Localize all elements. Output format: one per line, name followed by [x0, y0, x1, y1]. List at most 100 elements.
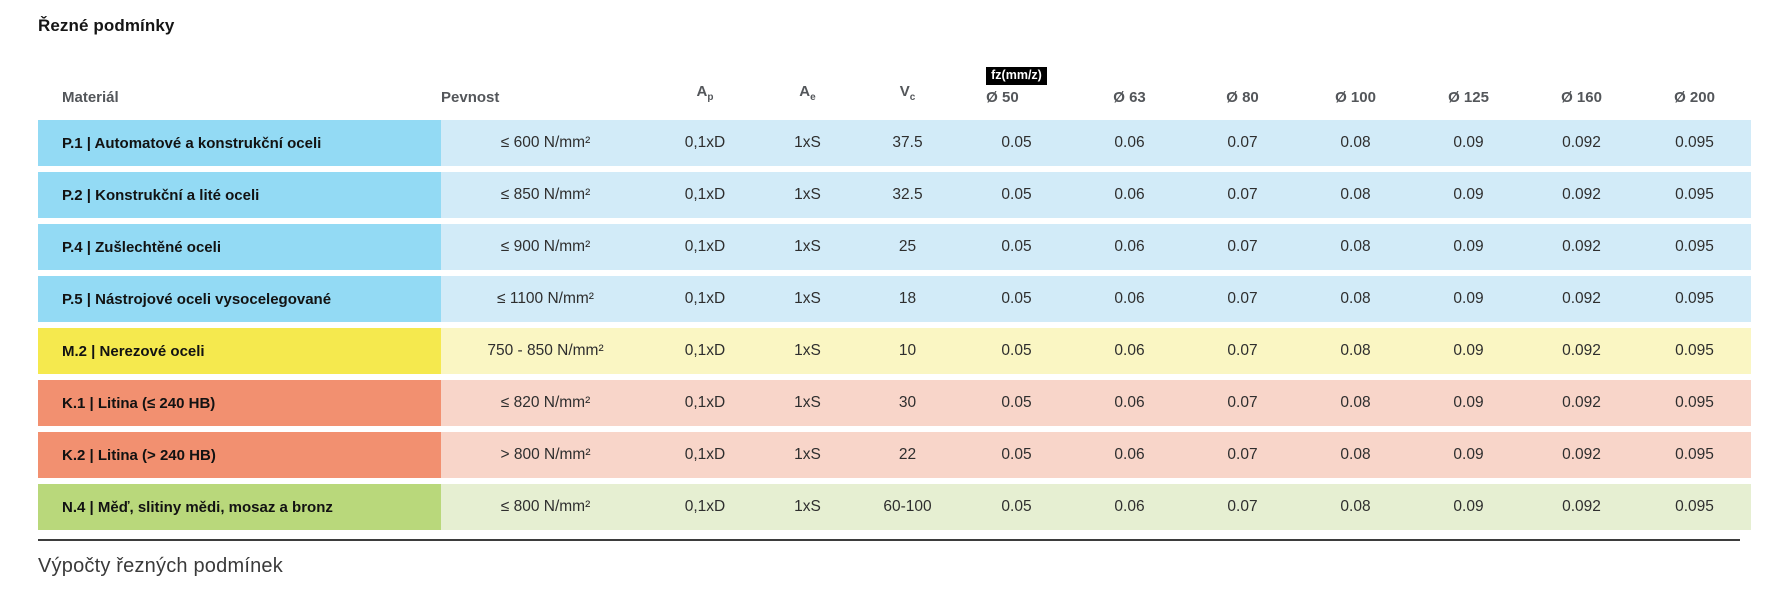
header-ae-base: A [799, 83, 811, 100]
table-row: K.1 | Litina (≤ 240 HB) ≤ 820 N/mm² 0,1x… [38, 380, 1752, 426]
table-row: M.2 | Nerezové oceli 750 - 850 N/mm² 0,1… [38, 328, 1752, 374]
header-vc: Vc [855, 83, 960, 107]
fz-cell: 0.08 [1299, 120, 1412, 166]
vc-cell: 10 [855, 328, 960, 374]
fz-cell: 0.08 [1299, 328, 1412, 374]
header-diameter-label: Ø 80 [1226, 89, 1259, 106]
vc-cell: 60-100 [855, 484, 960, 530]
fz-cell: 0.09 [1412, 328, 1525, 374]
header-material: Materiál [62, 89, 119, 106]
fz-cell: 0.092 [1525, 276, 1638, 322]
fz-cell: 0.05 [960, 172, 1073, 218]
fz-cell: 0.08 [1299, 276, 1412, 322]
header-diameter: Ø 125 [1412, 89, 1525, 107]
pevnost-cell: ≤ 600 N/mm² [441, 120, 650, 166]
material-cell: P.5 | Nástrojové oceli vysocelegované [38, 276, 441, 322]
ap-cell: 0,1xD [650, 276, 760, 322]
ap-cell: 0,1xD [650, 120, 760, 166]
table-body: P.1 | Automatové a konstrukční oceli ≤ 6… [38, 120, 1752, 530]
fz-cell: 0.092 [1525, 172, 1638, 218]
table-header-row: Materiál Pevnost Ap Ae Vc fz(mm/z) Ø 50 Ø … [38, 52, 1752, 114]
ap-cell: 0,1xD [650, 380, 760, 426]
ae-cell: 1xS [760, 224, 855, 270]
header-vc-base: V [899, 83, 910, 100]
fz-cell: 0.07 [1186, 276, 1299, 322]
vc-cell: 32.5 [855, 172, 960, 218]
fz-cell: 0.06 [1073, 224, 1186, 270]
fz-cell: 0.095 [1638, 224, 1751, 270]
fz-cell: 0.095 [1638, 380, 1751, 426]
fz-cell: 0.092 [1525, 432, 1638, 478]
fz-cell: 0.095 [1638, 276, 1751, 322]
fz-cell: 0.092 [1525, 120, 1638, 166]
fz-cell: 0.05 [960, 380, 1073, 426]
material-cell: M.2 | Nerezové oceli [38, 328, 441, 374]
vc-cell: 37.5 [855, 120, 960, 166]
fz-cell: 0.08 [1299, 380, 1412, 426]
table-row: N.4 | Měď, slitiny mědi, mosaz a bronz ≤… [38, 484, 1752, 530]
fz-cell: 0.07 [1186, 120, 1299, 166]
fz-cell: 0.095 [1638, 432, 1751, 478]
fz-cell: 0.07 [1186, 484, 1299, 530]
fz-cell: 0.095 [1638, 172, 1751, 218]
header-ap-base: A [696, 83, 708, 100]
header-pevnost: Pevnost [441, 89, 500, 106]
fz-cell: 0.05 [960, 120, 1073, 166]
vc-cell: 30 [855, 380, 960, 426]
fz-cell: 0.095 [1638, 328, 1751, 374]
fz-unit-badge: fz(mm/z) [986, 67, 1047, 85]
material-cell: P.2 | Konstrukční a lité oceli [38, 172, 441, 218]
pevnost-cell: ≤ 900 N/mm² [441, 224, 650, 270]
table-row: P.5 | Nástrojové oceli vysocelegované ≤ … [38, 276, 1752, 322]
section-heading-calculations: Výpočty řezných podmínek [38, 555, 283, 577]
header-ae: Ae [760, 83, 855, 107]
fz-cell: 0.05 [960, 484, 1073, 530]
header-vc-sub: c [909, 92, 916, 103]
fz-cell: 0.08 [1299, 172, 1412, 218]
fz-cell: 0.05 [960, 224, 1073, 270]
header-diameter: Ø 100 [1299, 89, 1412, 107]
table-row: P.2 | Konstrukční a lité oceli ≤ 850 N/m… [38, 172, 1752, 218]
material-cell: K.2 | Litina (> 240 HB) [38, 432, 441, 478]
fz-cell: 0.09 [1412, 276, 1525, 322]
fz-cell: 0.08 [1299, 432, 1412, 478]
pevnost-cell: > 800 N/mm² [441, 432, 650, 478]
pevnost-cell: ≤ 820 N/mm² [441, 380, 650, 426]
ap-cell: 0,1xD [650, 432, 760, 478]
fz-cell: 0.09 [1412, 432, 1525, 478]
header-ap-sub: p [707, 92, 714, 103]
table-row: P.1 | Automatové a konstrukční oceli ≤ 6… [38, 120, 1752, 166]
fz-cell: 0.07 [1186, 380, 1299, 426]
fz-cell: 0.05 [960, 276, 1073, 322]
material-cell: P.1 | Automatové a konstrukční oceli [38, 120, 441, 166]
header-diameter-label: Ø 125 [1448, 89, 1489, 106]
header-ae-sub: e [810, 92, 816, 103]
header-diameter-label: Ø 160 [1561, 89, 1602, 106]
fz-cell: 0.092 [1525, 484, 1638, 530]
pevnost-cell: 750 - 850 N/mm² [441, 328, 650, 374]
fz-cell: 0.05 [960, 432, 1073, 478]
header-diameter: fz(mm/z) Ø 50 [960, 67, 1073, 107]
page-title: Řezné podmínky [38, 16, 175, 35]
pevnost-cell: ≤ 850 N/mm² [441, 172, 650, 218]
ae-cell: 1xS [760, 172, 855, 218]
fz-cell: 0.06 [1073, 120, 1186, 166]
fz-cell: 0.07 [1186, 328, 1299, 374]
pevnost-cell: ≤ 1100 N/mm² [441, 276, 650, 322]
header-diameter: Ø 80 [1186, 89, 1299, 107]
material-cell: K.1 | Litina (≤ 240 HB) [38, 380, 441, 426]
ap-cell: 0,1xD [650, 172, 760, 218]
ae-cell: 1xS [760, 328, 855, 374]
fz-cell: 0.09 [1412, 172, 1525, 218]
vc-cell: 25 [855, 224, 960, 270]
header-diameter: Ø 63 [1073, 89, 1186, 107]
fz-cell: 0.06 [1073, 172, 1186, 218]
fz-cell: 0.092 [1525, 224, 1638, 270]
ae-cell: 1xS [760, 484, 855, 530]
fz-cell: 0.09 [1412, 120, 1525, 166]
table-row: K.2 | Litina (> 240 HB) > 800 N/mm² 0,1x… [38, 432, 1752, 478]
header-diameter-label: Ø 200 [1674, 89, 1715, 106]
material-cell: P.4 | Zušlechtěné oceli [38, 224, 441, 270]
table-row: P.4 | Zušlechtěné oceli ≤ 900 N/mm² 0,1x… [38, 224, 1752, 270]
fz-cell: 0.05 [960, 328, 1073, 374]
